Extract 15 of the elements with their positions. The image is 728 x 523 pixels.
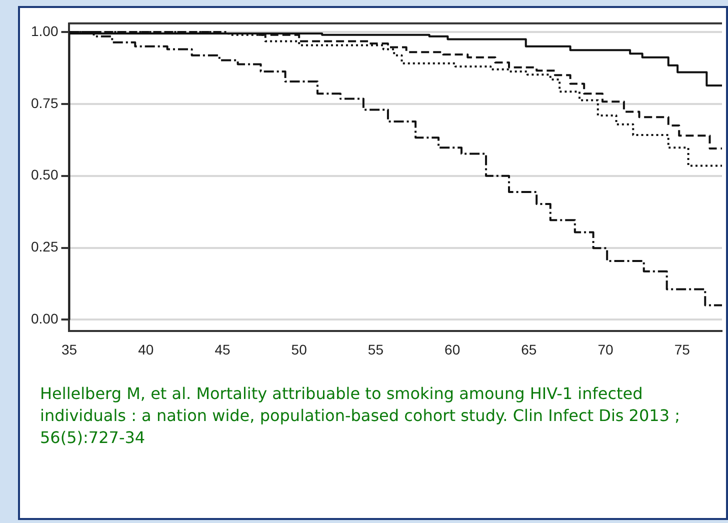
y-tick-label: 0.75 [31, 94, 58, 111]
x-tick-label: 60 [444, 341, 460, 358]
y-tick-label: 0.00 [31, 310, 58, 327]
x-tick-label: 45 [214, 341, 230, 358]
x-tick-label: 65 [521, 341, 537, 358]
x-tick-label: 55 [368, 341, 384, 358]
y-tick-label: 1.00 [31, 22, 58, 39]
x-tick-label: 75 [674, 341, 690, 358]
y-tick-label: 0.25 [31, 238, 58, 255]
x-tick-label: 50 [291, 341, 308, 358]
x-tick-label: 35 [61, 341, 78, 358]
x-tick-label: 70 [598, 341, 614, 358]
text: Hellelberg M, et al. Mortality attribuable to smoking amoung HIV-1 infected individuals : a nation wide, population-based cohort study. Clin Infect Dis 2013 ; 56(5):727-34 [40, 383, 681, 449]
x-tick-label: 40 [138, 341, 154, 358]
y-tick-label: 0.50 [31, 166, 58, 183]
